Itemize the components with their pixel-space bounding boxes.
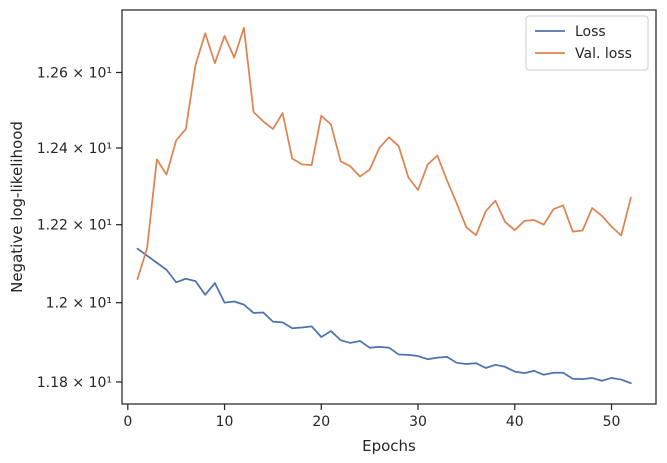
x-tick-label: 50 — [603, 414, 621, 430]
legend-label: Loss — [575, 24, 606, 40]
legend: Loss Val. loss — [525, 15, 649, 71]
series-layer — [136, 26, 632, 385]
y-axis-ticks: 1.18 × 10¹ 1.2 × 10¹ 1.22 × 10¹ 1.24 × 10¹ 1… — [37, 65, 122, 391]
x-axis-ticks: 0 10 20 30 40 50 — [123, 404, 620, 430]
series-line-loss — [136, 247, 632, 385]
x-tick-label: 10 — [216, 414, 234, 430]
legend-box — [525, 15, 649, 71]
y-axis-label: Negative log-likelihood — [8, 121, 26, 293]
y-tick-label: 1.18 × 10¹ — [37, 375, 112, 391]
x-axis-label: Epochs — [362, 437, 416, 455]
y-tick-label: 1.26 × 10¹ — [37, 65, 112, 81]
legend-label: Val. loss — [575, 46, 632, 62]
x-tick-label: 20 — [312, 414, 330, 430]
legend-entries: Loss Val. loss — [535, 24, 632, 62]
y-tick-label: 1.2 × 10¹ — [46, 296, 112, 312]
plot-area — [122, 10, 656, 404]
x-tick-label: 30 — [409, 414, 427, 430]
x-tick-label: 40 — [506, 414, 524, 430]
x-tick-label: 0 — [123, 414, 132, 430]
plot-frame — [121, 9, 657, 405]
y-tick-label: 1.24 × 10¹ — [37, 141, 112, 157]
y-tick-label: 1.22 × 10¹ — [37, 218, 112, 234]
series-line-val-loss — [136, 26, 632, 281]
